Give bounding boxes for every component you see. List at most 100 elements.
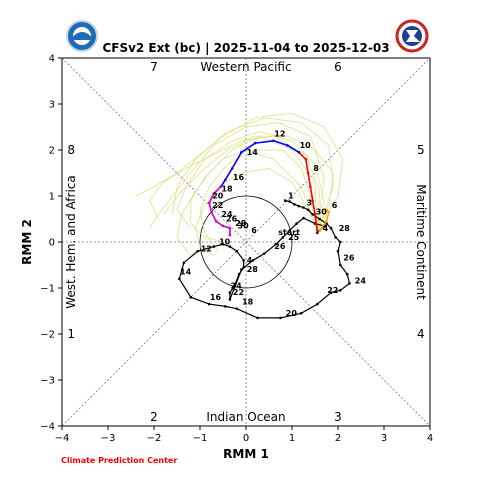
forecast-point-red-3 [311,199,315,202]
forecast-point-red-4 [309,185,312,189]
phase-number: 7 [150,60,158,74]
x-tick-label: −1 [193,433,208,444]
observed-point-4 [297,204,301,208]
observed-day-label: 26 [343,254,355,263]
observed-point-2 [288,200,292,203]
forecast-point-blue-6 [230,167,234,170]
forecast-day-label: 30 [238,222,250,231]
ensemble-member-10 [149,121,325,231]
observed-point-34 [242,259,245,262]
x-tick-label: 2 [335,433,341,444]
forecast-point-blue-1 [297,151,301,154]
labels-layer: 1330282624222018161412102842625242248610… [180,130,366,318]
forecast-point-blue-4 [253,141,257,145]
chart-title: CFSv2 Ext (bc) | 2025-11-04 to 2025-12-0… [102,41,389,55]
observed-point-7 [311,213,315,216]
y-tick-label: −2 [40,330,55,341]
observed-point-25 [207,302,211,306]
observed-point-37 [233,284,236,288]
observed-point-44 [281,236,285,239]
credit-text: Climate Prediction Center [61,456,177,465]
observed-point-46 [295,222,298,225]
observed-point-33 [235,249,239,253]
unit-circle [199,195,293,289]
observed-day-label: 28 [339,224,351,233]
observed-day-label: 20 [286,309,298,318]
observed-day-label: 28 [247,265,259,274]
x-tick-label: 3 [381,433,387,444]
y-tick-label: −4 [40,422,55,433]
x-tick-label: 4 [427,433,433,444]
observed-track-line [178,200,351,319]
observed-point-18 [329,291,333,294]
observed-layer [178,199,351,320]
forecast-day-label: 24 [221,210,233,219]
region-label: Maritime Continent [414,184,428,300]
ensemble-member-1 [176,131,325,231]
observed-point-1 [283,199,287,202]
observed-point-41 [251,259,255,262]
observed-day-label: 14 [180,268,192,277]
forecast-point-orange-1 [318,229,321,232]
forecast-day-label: 10 [300,141,312,150]
observed-point-6 [306,208,310,212]
phase-number: 5 [417,143,425,157]
observed-point-14 [339,263,342,267]
y-tick-label: −1 [40,284,55,295]
observed-point-13 [336,249,340,253]
forecast-point-magenta-8 [228,233,232,237]
observed-point-40 [240,268,243,271]
observed-day-label: 22 [327,286,338,295]
nws-logo [395,19,429,53]
forecast-layer [207,139,331,237]
forecast-day-label: 6 [251,226,257,235]
observed-point-31 [221,243,225,246]
ensemble-member-2 [135,117,334,231]
phase-number: 3 [334,410,342,424]
forecast-point-red-2 [313,213,317,216]
x-tick-label: 0 [243,433,249,444]
y-tick-label: 4 [49,54,55,65]
forecast-point-blue-3 [272,139,275,143]
y-tick-label: 0 [49,238,55,249]
observed-day-label: 4 [247,256,253,265]
region-label: West. Hem. and Africa [64,175,78,308]
observed-point-20 [299,312,303,315]
x-tick-label: −3 [101,433,116,444]
x-tick-label: −2 [147,433,162,444]
observed-point-47 [302,216,305,220]
observed-day-label: 25 [288,233,300,242]
observed-day-label: 1 [288,192,294,201]
forecast-point-red-6 [304,157,308,161]
observed-point-26 [189,295,193,299]
forecast-point-blue-7 [224,178,227,182]
phase-number: 4 [417,327,425,341]
region-labels: Western Pacific Indian Ocean West. Hem. an… [64,60,428,424]
y-tick-label: −3 [40,376,55,387]
forecast-point-magenta-5 [214,220,218,223]
forecast-point-magenta-2 [212,192,216,195]
phase-number: 8 [67,143,75,157]
observed-day-label: 18 [242,297,254,306]
forecast-day-label: 20 [212,192,224,201]
observed-point-32 [228,245,232,248]
forecast-point-blue-5 [240,151,243,154]
y-tick-label: 3 [49,100,55,111]
forecast-point-orange-3 [327,210,331,214]
forecast-point-blue-2 [286,144,289,147]
forecast-day-label: 18 [221,185,233,194]
observed-day-label: 10 [219,238,231,247]
y-tick-label: 2 [49,146,55,157]
forecast-point-orange-2 [325,220,328,223]
observed-point-8 [318,217,321,221]
observed-point-28 [182,261,186,265]
region-label: Western Pacific [200,60,291,74]
observed-point-38 [228,291,232,294]
ensemble-member-5 [194,167,318,257]
observed-point-45 [288,229,292,232]
observed-point-42 [263,252,266,255]
forecast-point-magenta-4 [210,210,213,214]
forecast-point-red-1 [316,229,319,232]
observed-point-5 [302,206,305,209]
observed-point-36 [237,272,241,276]
